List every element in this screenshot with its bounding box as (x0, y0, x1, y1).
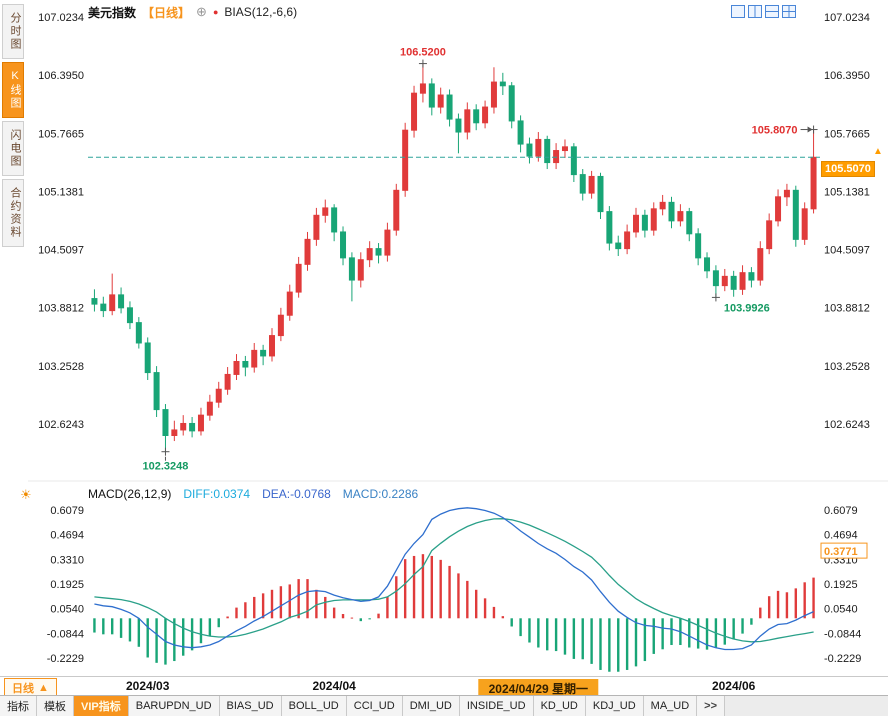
macd-histogram (93, 554, 815, 672)
bottom-tab-MAUD[interactable]: MA_UD (643, 696, 698, 716)
indicator-dot-icon: ● (212, 7, 219, 17)
y-axis-label: 0.0540 (50, 604, 84, 616)
y-axis-label: 0.3310 (50, 554, 84, 566)
x-axis-label: 2024/06 (711, 679, 756, 693)
macd-header: MACD(26,12,9) DIFF:0.0374 DEA:-0.0768 MA… (88, 487, 418, 501)
y-axis-label: 105.7665 (38, 128, 84, 140)
y-axis-label: 106.3950 (824, 70, 870, 82)
instrument-title: 美元指数 (88, 5, 137, 20)
candlestick-series (91, 63, 817, 452)
y-axis-label: 102.6243 (824, 419, 870, 431)
y-axis-label: 0.0540 (824, 604, 858, 616)
y-axis-label: 105.7665 (824, 128, 870, 140)
bottom-tab-BOLLUD[interactable]: BOLL_UD (281, 696, 347, 716)
price-annotation: 106.5200 (400, 47, 446, 59)
y-axis-label: 105.1381 (824, 186, 870, 198)
y-axis-label: 105.1381 (38, 186, 84, 198)
y-axis-label: 103.8812 (38, 303, 84, 315)
price-annotation: 105.8070 (752, 125, 798, 137)
sidebar-tab-3[interactable]: 合约资料 (2, 179, 24, 247)
bottom-tab-INSIDEUD[interactable]: INSIDE_UD (459, 696, 534, 716)
y-axis-label: -0.2229 (47, 653, 84, 665)
x-axis-label-selected: 2024/04/29 星期一 (478, 679, 599, 698)
y-axis-label: 0.1925 (50, 579, 84, 591)
bottom-tab-CCIUD[interactable]: CCI_UD (346, 696, 403, 716)
layout-quad-icon[interactable] (782, 5, 796, 18)
x-axis-label: 2024/04 (312, 679, 356, 693)
y-axis-label: 103.2528 (824, 361, 870, 373)
y-axis-label: 107.0234 (38, 12, 84, 24)
y-axis-label: 103.8812 (824, 303, 870, 315)
left-tab-bar: 分时图 K线图闪电图合约资料 (0, 4, 26, 247)
bottom-tab-bar: 指标 模板 VIP指标 BARUPDN_UD BIAS_UD BOLL_UD CCI_UD D… (0, 695, 888, 716)
bottom-tab-VIP[interactable]: VIP指标 (74, 696, 129, 716)
diff-line (94, 507, 814, 651)
y-axis-label: 104.5097 (38, 245, 84, 257)
current-price-tag: 105.5070 (821, 161, 875, 178)
add-indicator-icon[interactable]: ⊕ (196, 4, 207, 19)
macd-params-label[interactable]: MACD(26,12,9) (88, 487, 172, 501)
y-axis-label: 0.4694 (50, 530, 84, 542)
sidebar-tab-1[interactable]: K线图 (2, 62, 24, 118)
indicator-panel-settings-icon[interactable]: ☀ (20, 487, 32, 502)
y-axis-label: 104.5097 (824, 245, 870, 257)
bottom-tab-BARUPDNUD[interactable]: BARUPDN_UD (128, 696, 220, 716)
macd-dea-value: DEA:-0.0768 (262, 487, 331, 501)
period-selector[interactable]: 日线 ▲ (4, 678, 57, 698)
y-axis-label: 0.4694 (824, 530, 858, 542)
y-axis-label: 107.0234 (824, 12, 870, 24)
overlay-indicator-label[interactable]: BIAS(12,-6,6) (224, 5, 298, 19)
y-axis-label: -0.0844 (824, 628, 861, 640)
bottom-tab->>[interactable]: >> (697, 696, 726, 716)
y-axis-label: 0.6079 (824, 505, 858, 517)
macd-macd-value: MACD:0.2286 (342, 487, 419, 501)
bottom-tab-1[interactable]: 模板 (37, 696, 74, 716)
macd-right-tag-box (820, 542, 868, 559)
price-up-arrow-icon: ▲ (873, 146, 883, 158)
bottom-tab-BIASUD[interactable]: BIAS_UD (219, 696, 282, 716)
price-annotation: 103.9926 (724, 302, 770, 314)
y-axis-label: 103.2528 (38, 361, 84, 373)
bottom-tab-KDJUD[interactable]: KDJ_UD (585, 696, 644, 716)
bottom-tab-0[interactable]: 指标 (0, 696, 37, 716)
layout-switcher (731, 5, 796, 18)
y-axis-label: 102.6243 (38, 419, 84, 431)
macd-right-tag-value: 0.3771 (824, 546, 858, 558)
sidebar-tab-2[interactable]: 闪电图 (2, 121, 24, 176)
x-axis-label: 2024/03 (126, 679, 170, 693)
layout-single-icon[interactable] (731, 5, 745, 18)
chart-header: 美元指数 【日线】 ⊕ ● BIAS(12,-6,6) (88, 2, 297, 22)
period-label: 日线 (12, 683, 34, 695)
price-annotation: 102.3248 (143, 461, 189, 473)
layout-split-vertical-icon[interactable] (748, 5, 762, 18)
y-axis-label: -0.2229 (824, 653, 861, 665)
macd-diff-value: DIFF:0.0374 (183, 487, 251, 501)
y-axis-label: -0.0844 (47, 628, 84, 640)
dea-line (94, 518, 814, 643)
period-tag[interactable]: 【日线】 (142, 5, 191, 20)
x-axis-strip: 日线 ▲ 2024/03 2024/04 2024/04/29 星期一 2024/06 (0, 676, 888, 698)
y-axis-label: 0.6079 (50, 505, 84, 517)
y-axis-label: 106.3950 (38, 70, 84, 82)
period-arrow-icon: ▲ (38, 682, 49, 694)
bottom-tab-KDUD[interactable]: KD_UD (533, 696, 586, 716)
bottom-tab-DMIUD[interactable]: DMI_UD (402, 696, 460, 716)
layout-split-horizontal-icon[interactable] (765, 5, 779, 18)
sidebar-tab-0[interactable]: 分时图 (2, 4, 24, 59)
y-axis-label: 0.1925 (824, 579, 858, 591)
